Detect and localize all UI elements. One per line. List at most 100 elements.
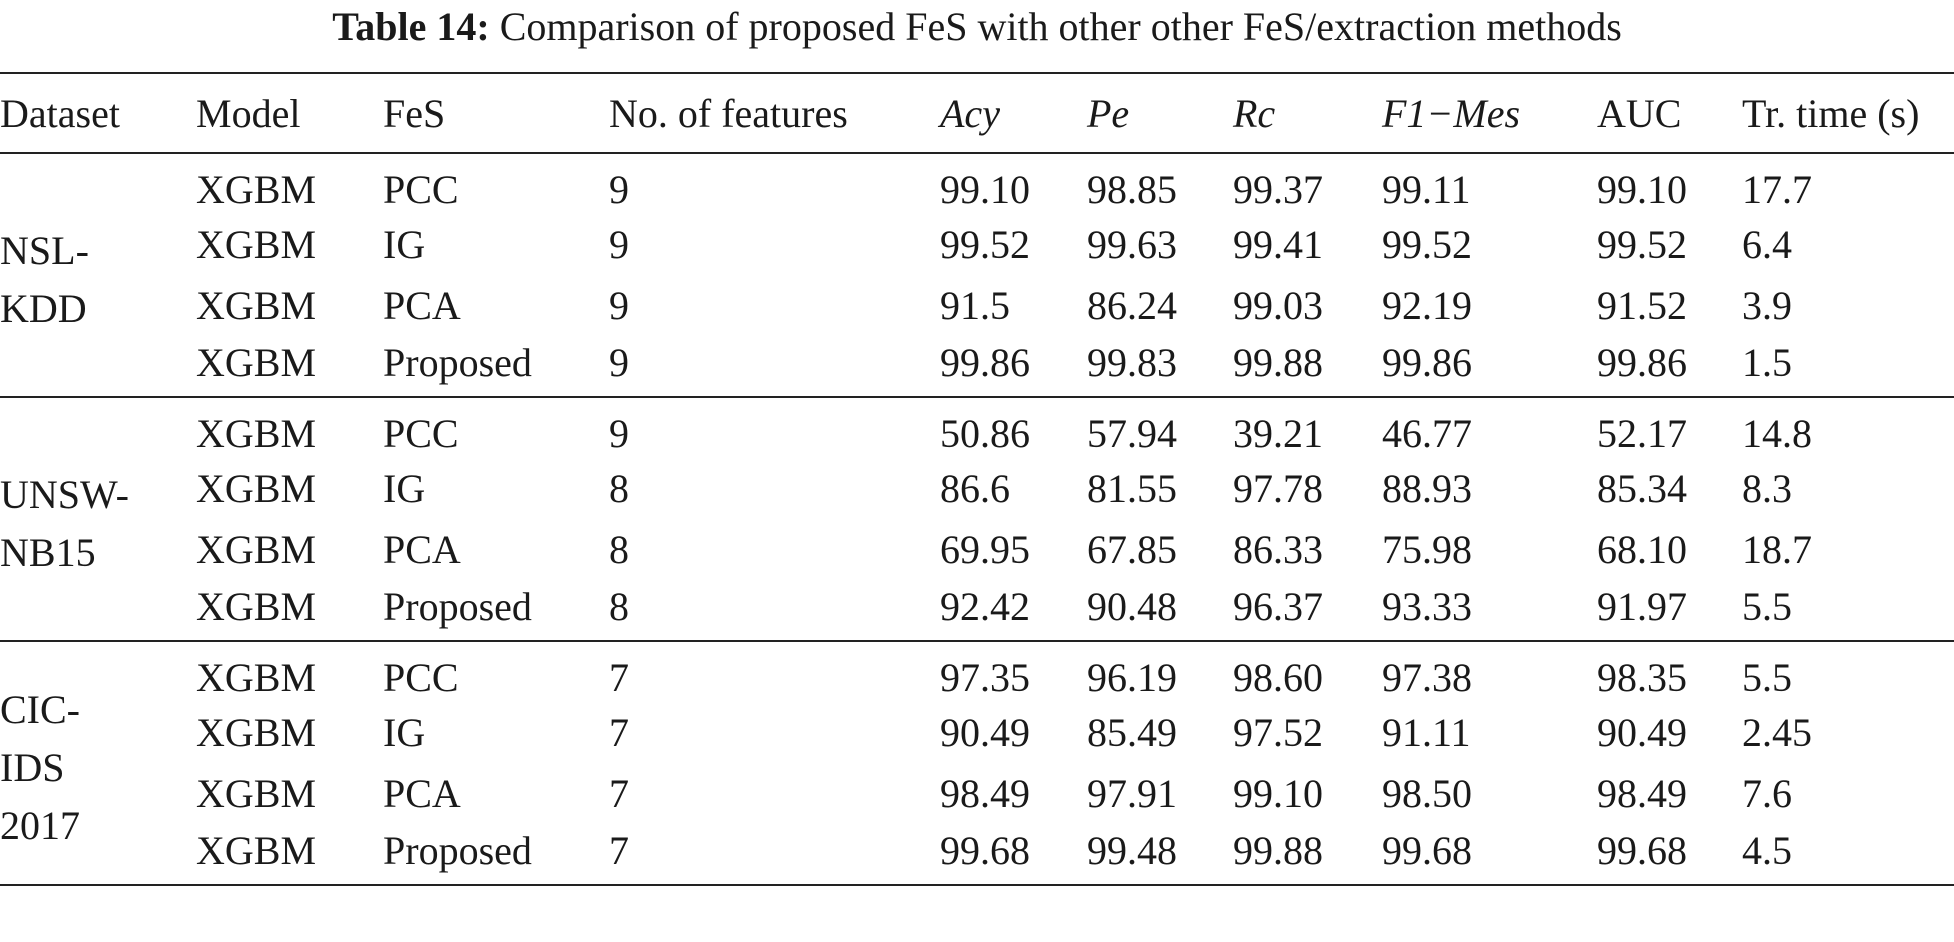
cell-train-time: 6.4	[1742, 222, 1792, 267]
cell-f1mes: 93.33	[1382, 583, 1472, 629]
cell-fes: PCA	[383, 527, 461, 572]
cell-num-features: 9	[609, 222, 629, 267]
cell-num-features: 8	[609, 466, 629, 511]
cell-num-features: 9	[609, 339, 629, 385]
cell-pe: 90.48	[1087, 583, 1177, 629]
cell-rc: 39.21	[1233, 410, 1323, 456]
header-dataset: Dataset	[0, 90, 120, 136]
cell-pe: 85.49	[1087, 710, 1177, 755]
cell-acy: 97.35	[940, 654, 1030, 700]
table-row: NSL- KDD XGBM PCC 9 99.10 98.85 99.37 99.11 99.10…	[0, 153, 1954, 332]
header-model: Model	[196, 90, 301, 136]
cell-num-features: 7	[609, 654, 629, 700]
cell-f1mes: 99.86	[1382, 339, 1472, 385]
cell-acy: 99.68	[940, 827, 1030, 873]
cell-train-time: 8.3	[1742, 466, 1792, 511]
header-acy: Acy	[940, 90, 1000, 136]
table-row: CIC- IDS 2017 XGBM PCC 7 97.35 96.19 98.60 97.38 9…	[0, 641, 1954, 849]
cell-f1mes: 92.19	[1382, 283, 1472, 328]
table-caption: Table 14: Comparison of proposed FeS wit…	[0, 2, 1954, 52]
cell-f1mes: 99.68	[1382, 827, 1472, 873]
cell-model: XGBM	[196, 654, 317, 700]
cell-train-time: 17.7	[1742, 166, 1812, 212]
cell-num-features: 9	[609, 410, 629, 456]
cell-model: XGBM	[196, 583, 317, 629]
cell-rc: 99.88	[1233, 339, 1323, 385]
cell-acy: 90.49	[940, 710, 1030, 755]
table-header: Dataset Model FeS No. of features Acy Pe…	[0, 73, 1954, 153]
cell-f1mes: 75.98	[1382, 527, 1472, 572]
cell-num-features: 8	[609, 527, 629, 572]
dataset-name-line: CIC-	[0, 687, 80, 732]
cell-train-time: 3.9	[1742, 283, 1792, 328]
table-row: XGBM IG 9 99.52 99.63 99.41 99.52 99.52 6.4	[0, 214, 1954, 275]
table-row: XGBM Proposed 7 99.68 99.48 99.88 99.68 99.68 4.…	[0, 824, 1954, 885]
header-rc: Rc	[1233, 90, 1276, 136]
table-row: XGBM PCA 8 69.95 67.85 86.33 75.98 68.10 18.7	[0, 519, 1954, 580]
cell-rc: 86.33	[1233, 527, 1323, 572]
cell-acy: 99.10	[940, 166, 1030, 212]
cell-pe: 99.48	[1087, 827, 1177, 873]
cell-fes: Proposed	[383, 827, 532, 873]
cell-pe: 97.91	[1087, 771, 1177, 816]
dataset-group: UNSW- NB15 XGBM PCC 9 50.86 57.94 39.21 46.77 52.…	[0, 397, 1954, 641]
cell-acy: 99.52	[940, 222, 1030, 267]
cell-rc: 98.60	[1233, 654, 1323, 700]
dataset-name-line: NSL-	[0, 228, 89, 273]
cell-auc: 99.10	[1597, 166, 1687, 212]
dataset-name-line: UNSW-	[0, 472, 129, 517]
cell-train-time: 5.5	[1742, 583, 1792, 629]
caption-label: Table 14:	[332, 4, 490, 49]
cell-auc: 91.52	[1597, 283, 1687, 328]
cell-train-time: 4.5	[1742, 827, 1792, 873]
cell-num-features: 7	[609, 827, 629, 873]
cell-rc: 97.52	[1233, 710, 1323, 755]
cell-model: XGBM	[196, 410, 317, 456]
cell-pe: 99.83	[1087, 339, 1177, 385]
cell-num-features: 9	[609, 283, 629, 328]
table-row: XGBM IG 7 90.49 85.49 97.52 91.11 90.49 2.45	[0, 702, 1954, 763]
cell-auc: 98.35	[1597, 654, 1687, 700]
cell-fes: Proposed	[383, 583, 532, 629]
cell-auc: 91.97	[1597, 583, 1687, 629]
table-row: XGBM IG 8 86.6 81.55 97.78 88.93 85.34 8.3	[0, 458, 1954, 519]
cell-fes: Proposed	[383, 339, 532, 385]
cell-model: XGBM	[196, 827, 317, 873]
dataset-name-line: 2017	[0, 803, 80, 848]
cell-pe: 67.85	[1087, 527, 1177, 572]
cell-fes: PCC	[383, 166, 459, 212]
cell-rc: 99.03	[1233, 283, 1323, 328]
table-row: UNSW- NB15 XGBM PCC 9 50.86 57.94 39.21 46.77 52.…	[0, 397, 1954, 576]
cell-f1mes: 99.11	[1382, 166, 1471, 212]
cell-num-features: 7	[609, 771, 629, 816]
cell-auc: 99.86	[1597, 339, 1687, 385]
cell-acy: 69.95	[940, 527, 1030, 572]
caption-text: Comparison of proposed FeS with other ot…	[499, 4, 1622, 49]
cell-rc: 99.10	[1233, 771, 1323, 816]
cell-acy: 86.6	[940, 466, 1010, 511]
cell-auc: 98.49	[1597, 771, 1687, 816]
cell-f1mes: 88.93	[1382, 466, 1472, 511]
cell-num-features: 8	[609, 583, 629, 629]
cell-acy: 99.86	[940, 339, 1030, 385]
header-row: Dataset Model FeS No. of features Acy Pe…	[0, 73, 1954, 153]
cell-model: XGBM	[196, 166, 317, 212]
cell-f1mes: 99.52	[1382, 222, 1472, 267]
cell-f1mes: 97.38	[1382, 654, 1472, 700]
header-num-features: No. of features	[609, 90, 848, 136]
cell-f1mes: 91.11	[1382, 710, 1471, 755]
cell-rc: 97.78	[1233, 466, 1323, 511]
header-fes: FeS	[383, 90, 446, 136]
cell-train-time: 14.8	[1742, 410, 1812, 456]
cell-model: XGBM	[196, 283, 317, 328]
cell-train-time: 7.6	[1742, 771, 1792, 816]
cell-num-features: 7	[609, 710, 629, 755]
cell-train-time: 5.5	[1742, 654, 1792, 700]
cell-fes: IG	[383, 710, 426, 755]
cell-model: XGBM	[196, 466, 317, 511]
cell-train-time: 1.5	[1742, 339, 1792, 385]
dataset-name-line: IDS	[0, 745, 65, 790]
dataset-group: CIC- IDS 2017 XGBM PCC 7 97.35 96.19 98.60 97.38 9…	[0, 641, 1954, 885]
cell-pe: 57.94	[1087, 410, 1177, 456]
dataset-group: NSL- KDD XGBM PCC 9 99.10 98.85 99.37 99.11 99.10…	[0, 153, 1954, 397]
